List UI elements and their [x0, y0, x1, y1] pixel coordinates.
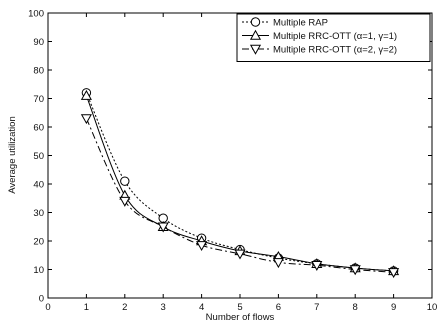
x-tick-label: 5 — [237, 302, 242, 313]
y-tick-label: 30 — [33, 208, 44, 219]
x-tick-label: 4 — [199, 302, 204, 313]
legend-marker — [250, 17, 261, 27]
y-tick-label: 80 — [33, 66, 44, 77]
y-tick-label: 90 — [33, 37, 44, 48]
y-tick-label: 100 — [28, 9, 44, 20]
x-tick-label: 2 — [122, 302, 127, 313]
x-axis-label: Number of flows — [206, 312, 275, 323]
x-tick-label: 6 — [276, 302, 281, 313]
x-tick-label: 3 — [161, 302, 166, 313]
data-point — [272, 258, 284, 269]
legend-box — [236, 13, 431, 62]
data-point — [388, 268, 400, 279]
y-tick-label: 40 — [33, 180, 44, 191]
x-tick-label: 10 — [427, 302, 438, 313]
x-tick-label: 1 — [84, 302, 89, 313]
x-tick-label: 7 — [314, 302, 319, 313]
data-point — [120, 176, 130, 186]
data-point — [234, 249, 246, 260]
data-point — [80, 89, 92, 100]
y-axis-label: Average utilization — [7, 116, 18, 193]
data-point — [349, 265, 361, 276]
x-tick-label: 9 — [391, 302, 396, 313]
y-tick-label: 50 — [33, 151, 44, 162]
y-tick-label: 60 — [33, 123, 44, 134]
legend-label: Multiple RAP — [273, 18, 328, 29]
data-point — [196, 241, 208, 251]
legend-marker — [249, 44, 262, 55]
data-point — [119, 196, 131, 207]
data-point — [157, 222, 169, 233]
series-3 — [80, 114, 400, 279]
legend-label: Multiple RRC-OTT (α=2, γ=2) — [273, 45, 397, 56]
data-point — [80, 114, 92, 125]
y-tick-label: 20 — [33, 237, 44, 248]
x-tick-label: 0 — [45, 302, 50, 313]
y-tick-label: 0 — [39, 294, 44, 305]
y-tick-label: 10 — [33, 265, 44, 276]
x-tick-label: 8 — [353, 302, 358, 313]
data-point — [311, 261, 323, 271]
y-tick-label: 70 — [33, 94, 44, 105]
legend-label: Multiple RRC-OTT (α=1, γ=1) — [273, 31, 397, 42]
legend-marker — [249, 29, 262, 40]
series-lines — [80, 88, 400, 279]
legend: Multiple RAP Multiple RRC-OTT (α=1, γ=1) M… — [236, 13, 431, 62]
